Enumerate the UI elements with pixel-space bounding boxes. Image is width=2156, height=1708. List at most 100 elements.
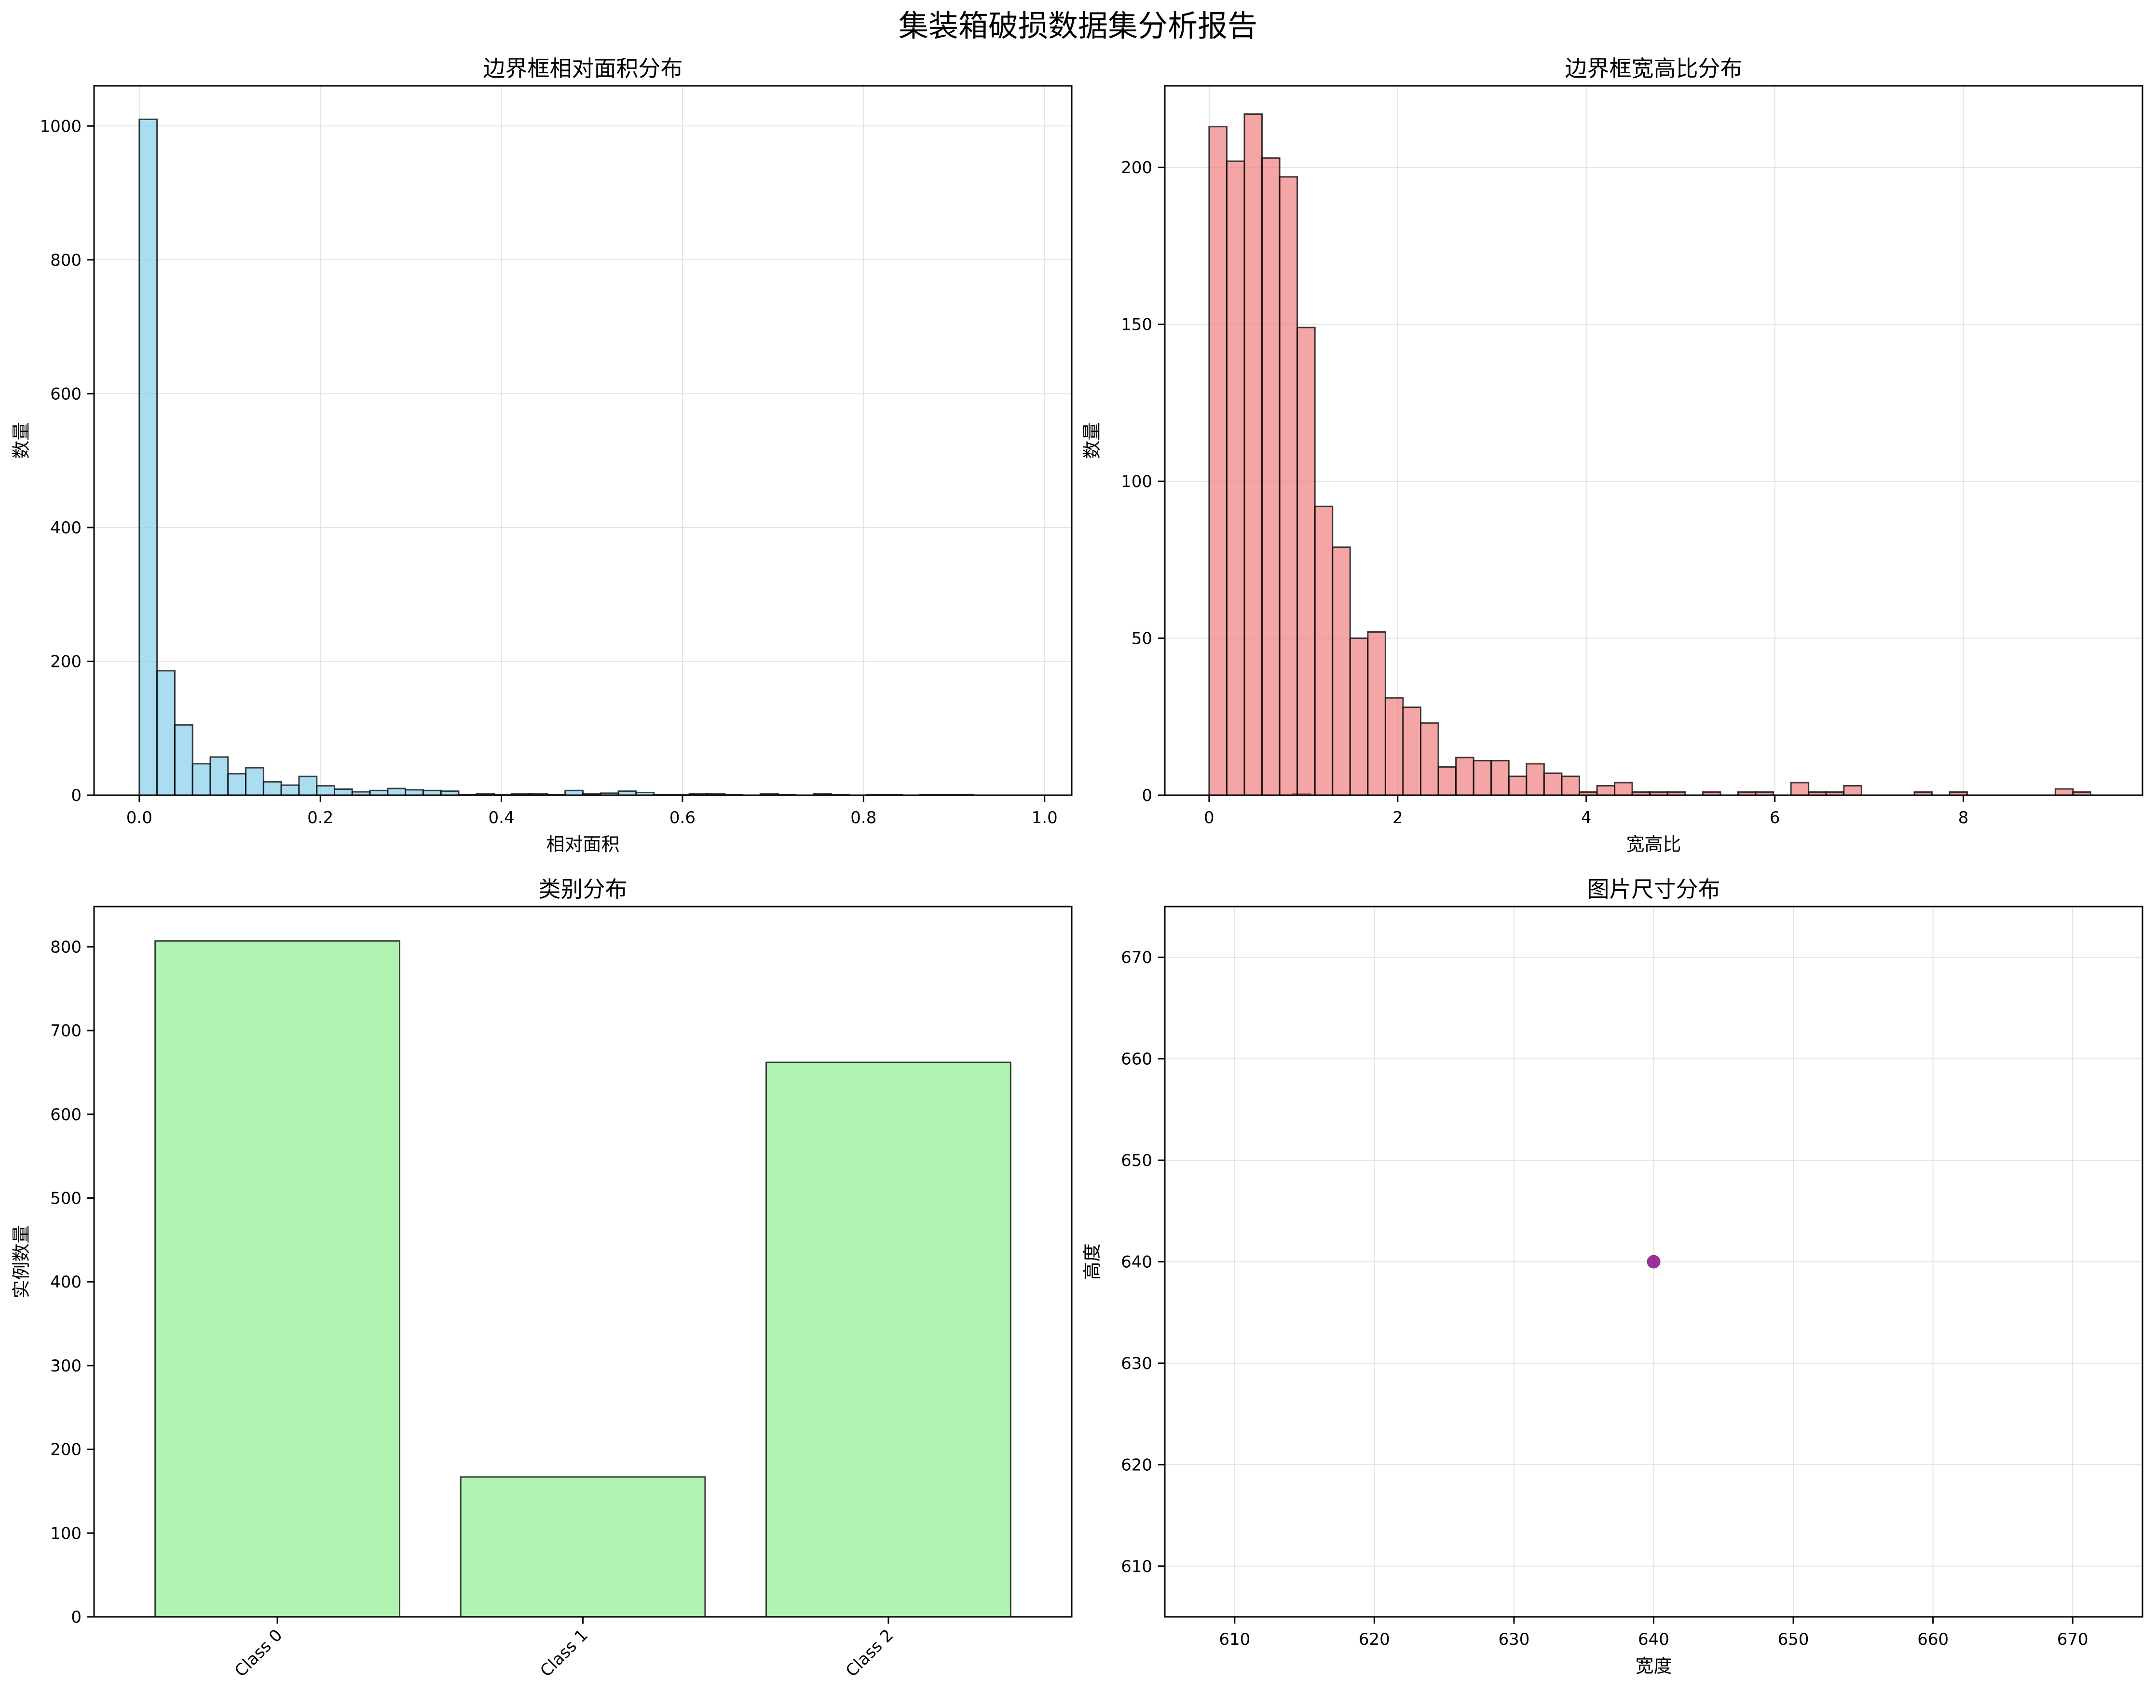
histogram-bar	[245, 767, 264, 796]
histogram-bar	[1561, 775, 1580, 796]
figure-suptitle: 集装箱破损数据集分析报告	[899, 8, 1257, 43]
y-tick-label: 0	[71, 1608, 82, 1627]
chart-title: 边界框相对面积分布	[483, 55, 683, 81]
y-tick-label: 600	[50, 384, 82, 404]
histogram-bar	[1843, 785, 1862, 796]
y-tick-label: 800	[50, 937, 82, 957]
histogram-bar	[191, 763, 211, 796]
histogram-bar	[1279, 176, 1298, 796]
y-tick-label: 50	[1132, 629, 1152, 649]
histogram-bar	[1349, 637, 1369, 796]
histogram-bar	[1596, 785, 1616, 796]
histogram-bar	[1226, 160, 1245, 796]
x-tick-label: 0.0	[126, 808, 152, 827]
axes-frame	[93, 85, 1073, 796]
histogram-bar	[1208, 126, 1228, 796]
y-tick-label: 630	[1121, 1354, 1152, 1373]
x-tick-label: 4	[1581, 808, 1592, 827]
histogram-bar	[156, 670, 176, 796]
histogram-bar	[1243, 113, 1263, 796]
x-tick-label: 630	[1498, 1630, 1529, 1649]
y-tick-label: 150	[1121, 315, 1152, 335]
y-tick-label: 640	[1121, 1253, 1152, 1272]
y-tick-label: 200	[1121, 158, 1152, 177]
y-tick-label: 600	[50, 1105, 82, 1125]
x-tick-label: 6	[1770, 808, 1780, 827]
x-axis-label: 宽高比	[1626, 834, 1681, 855]
histogram-bar	[298, 775, 318, 796]
histogram-bar	[209, 756, 229, 796]
histogram-bar	[1314, 505, 1334, 796]
x-tick-label: 0	[1204, 808, 1214, 827]
histogram-bar	[280, 784, 300, 796]
histogram-bar	[1437, 766, 1457, 796]
y-axis-label: 数量	[11, 422, 32, 459]
x-tick-label: 620	[1359, 1630, 1390, 1649]
x-tick-label: 0.8	[850, 808, 876, 827]
y-tick-label: 650	[1121, 1151, 1152, 1170]
chart-title: 类别分布	[539, 876, 628, 902]
histogram-bar	[227, 773, 247, 796]
y-tick-label: 100	[50, 1524, 82, 1543]
histogram-bar	[174, 724, 193, 796]
y-tick-label: 610	[1121, 1557, 1152, 1576]
y-tick-label: 660	[1121, 1050, 1152, 1069]
histogram-bar	[1790, 782, 1810, 796]
histogram-bar	[1261, 157, 1281, 796]
y-tick-label: 200	[50, 1440, 82, 1460]
histogram-bar	[1367, 631, 1386, 796]
chart-title: 图片尺寸分布	[1587, 876, 1720, 902]
class-bar	[154, 940, 400, 1618]
x-tick-label: 8	[1958, 808, 1969, 827]
histogram-bar	[1332, 546, 1351, 796]
histogram-bar	[1402, 706, 1421, 796]
y-tick-label: 300	[50, 1356, 82, 1376]
histogram-bar	[1455, 757, 1474, 796]
histogram-bar	[1526, 763, 1545, 796]
x-axis-label: 宽度	[1635, 1655, 1672, 1677]
y-tick-label: 200	[50, 652, 82, 671]
histogram-bar	[405, 789, 424, 796]
histogram-bar	[1419, 722, 1439, 796]
histogram-bar	[1490, 759, 1510, 796]
histogram-bar	[138, 118, 158, 796]
x-axis-label: 相对面积	[546, 834, 619, 855]
axes-frame	[1164, 85, 2143, 796]
y-tick-label: 800	[50, 251, 82, 270]
histogram-bar	[1296, 326, 1316, 796]
class-bar	[460, 1476, 706, 1618]
histogram-bar	[333, 788, 353, 796]
y-tick-label: 620	[1121, 1455, 1152, 1475]
y-axis-label: 高度	[1081, 1243, 1103, 1280]
y-tick-label: 400	[50, 518, 82, 538]
histogram-bar	[387, 787, 407, 796]
y-tick-label: 700	[50, 1021, 82, 1041]
x-tick-label: 0.4	[489, 808, 515, 827]
histogram-bar	[1384, 697, 1404, 796]
x-tick-label: 2	[1392, 808, 1403, 827]
x-tick-label: 640	[1638, 1630, 1669, 1649]
chart-panel-0: 0.0 0.2 0.4 0.6 0.8 1.002004006008001000边界框相对…	[11, 55, 1311, 855]
y-axis-label: 数量	[1081, 422, 1103, 459]
histogram-bar	[1614, 782, 1633, 796]
y-tick-label: 1000	[40, 117, 82, 136]
scatter-point	[1647, 1255, 1661, 1269]
chart-title: 边界框宽高比分布	[1565, 55, 1743, 81]
chart-panel-2: Class 0 Class 1 Class 20100200300400500600…	[11, 876, 1073, 1681]
histogram-bar	[262, 781, 282, 796]
x-tick-label: 670	[2057, 1630, 2088, 1649]
x-tick-label: 0.6	[669, 808, 696, 827]
y-tick-label: 500	[50, 1189, 82, 1208]
histogram-bar	[1473, 759, 1492, 796]
x-tick-label: 660	[1917, 1630, 1949, 1649]
y-tick-label: 0	[1142, 786, 1152, 805]
histogram-bar	[2054, 788, 2074, 796]
y-tick-label: 0	[71, 786, 82, 805]
histogram-bar	[1508, 775, 1528, 796]
x-tick-label: 650	[1778, 1630, 1809, 1649]
histogram-bar	[316, 785, 335, 796]
chart-panel-3: 610 620 630 640 650 660 670 610 620 630 640 650 660 6…	[1081, 876, 2143, 1677]
y-tick-label: 670	[1121, 948, 1152, 967]
